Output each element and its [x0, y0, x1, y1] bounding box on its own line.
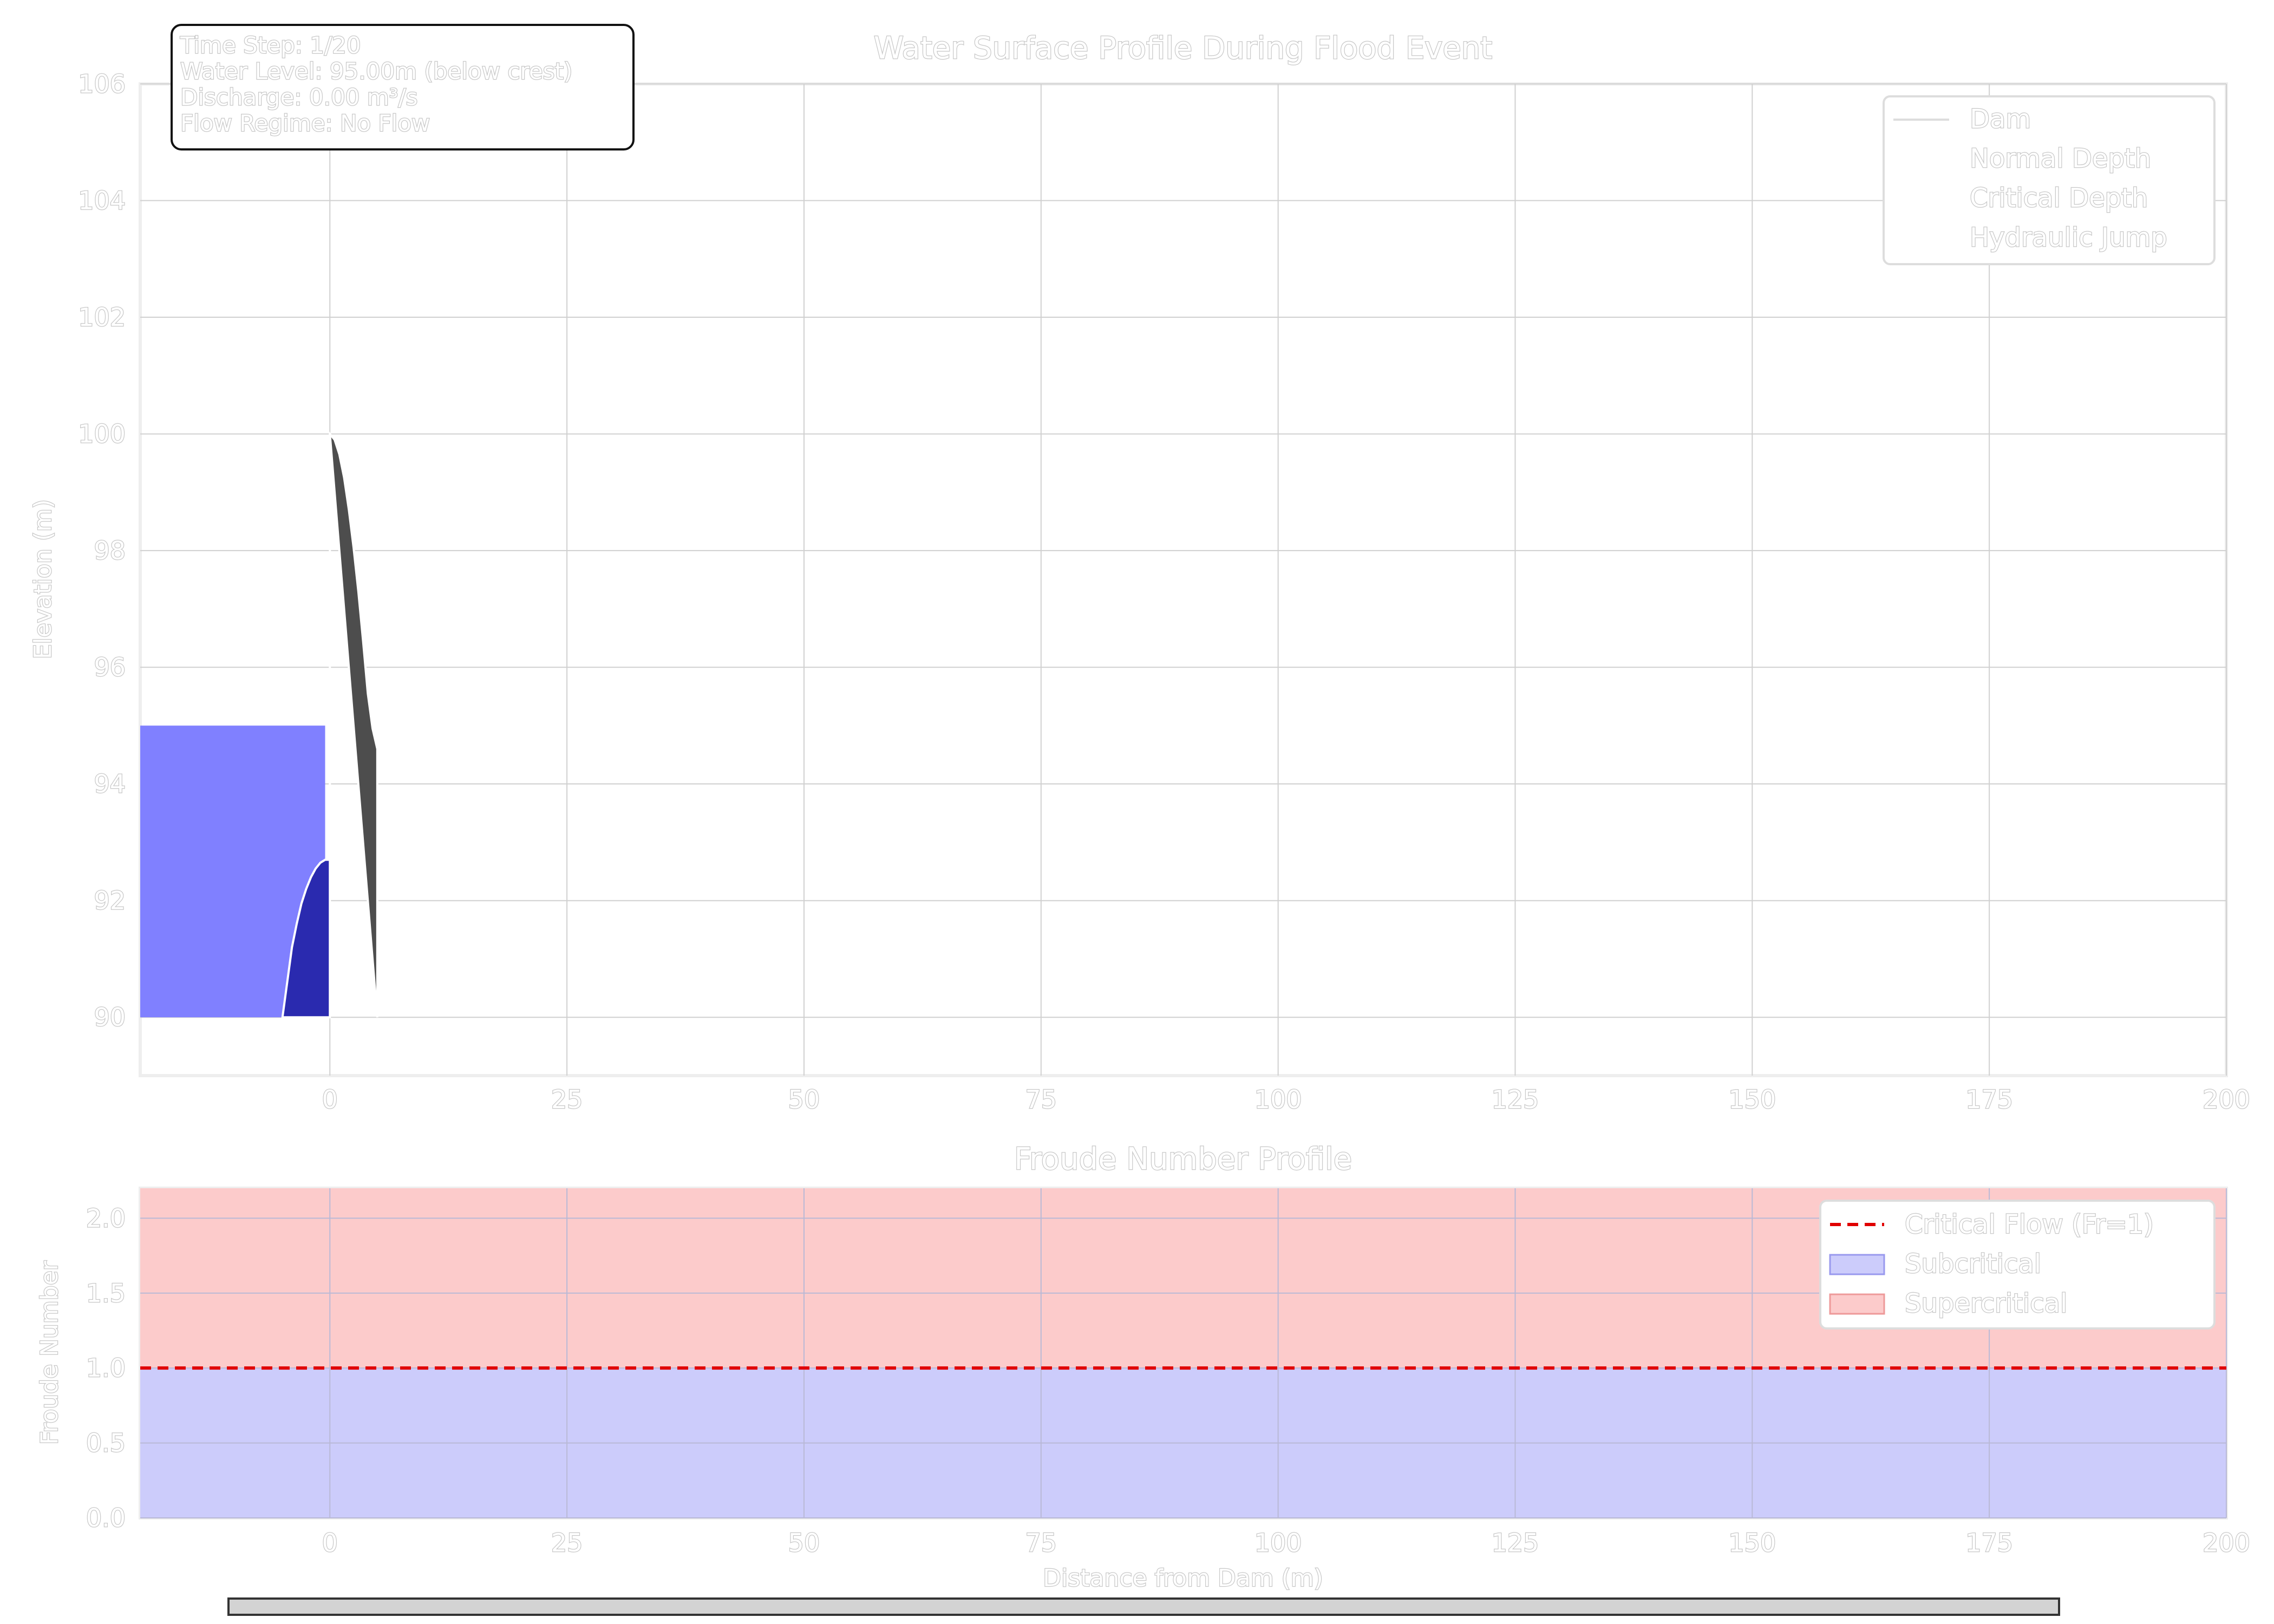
- top-x-tick-2: 50: [788, 1085, 820, 1114]
- top-y-tick-6: 102: [78, 303, 126, 332]
- bottom-x-tick-6: 150: [1728, 1528, 1776, 1557]
- top-plot-area: [139, 82, 2228, 1077]
- bottom-x-tick-5: 125: [1492, 1528, 1539, 1557]
- bottom-x-tick-7: 175: [1965, 1528, 2013, 1557]
- top-y-tick-1: 92: [94, 886, 126, 915]
- top-x-tick-5: 125: [1492, 1085, 1539, 1114]
- bottom-x-tick-1: 25: [551, 1528, 583, 1557]
- top-x-tick-labels: 0 25 50 75 100 125 150 175 200: [321, 1084, 2251, 1115]
- bottom-y-tick-4: 2.0: [86, 1203, 126, 1233]
- top-y-tick-labels: 90 92 94 96 98 100 102 104 106: [77, 69, 126, 1033]
- top-chart-title: Water Surface Profile During Flood Event: [874, 31, 1493, 66]
- top-x-tick-4: 100: [1254, 1085, 1302, 1114]
- legend-label-normal-depth: Normal Depth: [1970, 143, 2151, 174]
- top-y-tick-4: 98: [94, 536, 126, 565]
- top-y-tick-2: 94: [94, 769, 126, 798]
- bottom-x-tick-2: 50: [788, 1528, 820, 1557]
- bottom-y-tick-3: 1.5: [86, 1279, 126, 1308]
- top-y-tick-0: 90: [94, 1003, 126, 1032]
- legend-swatch-subcritical: [1829, 1254, 1885, 1275]
- legend-swatch-supercritical: [1829, 1293, 1885, 1315]
- bottom-y-tick-2: 1.0: [86, 1353, 126, 1383]
- legend-label-supercritical: Supercritical: [1905, 1288, 2067, 1319]
- water-surface-chart: 0 25 50 75 100 125 150 175 200 90 92 94 96 98 100 102 1…: [29, 24, 2251, 1115]
- top-y-tick-8: 106: [78, 69, 126, 99]
- info-flow-regime: Flow Regime: No Flow: [180, 110, 430, 136]
- bottom-x-axis-label: Distance from Dam (m): [1043, 1564, 1323, 1592]
- info-water-level: Water Level: 95.00m (below crest): [180, 58, 572, 84]
- slider-track[interactable]: [227, 1597, 2060, 1616]
- bottom-x-tick-labels: 0 25 50 75 100 125 150 175 200: [321, 1528, 2251, 1558]
- info-box: Time Step: 1/20 Water Level: 95.00m (bel…: [171, 24, 635, 150]
- top-x-tick-6: 150: [1728, 1085, 1776, 1114]
- bottom-x-tick-8: 200: [2203, 1528, 2250, 1557]
- top-y-tick-5: 100: [78, 420, 126, 449]
- top-legend-frame: [1883, 95, 2216, 265]
- time-step-slider[interactable]: [227, 1597, 2060, 1616]
- info-box-frame: [171, 24, 635, 150]
- bottom-x-tick-0: 0: [322, 1528, 338, 1557]
- top-x-tick-8: 200: [2203, 1085, 2250, 1114]
- top-y-tick-3: 96: [94, 653, 126, 682]
- top-y-axis-label: Elevation (m): [29, 499, 57, 659]
- top-y-tick-7: 104: [78, 186, 126, 215]
- bottom-legend-frame: [1819, 1200, 2216, 1330]
- info-time-step: Time Step: 1/20: [180, 32, 361, 58]
- bottom-y-tick-labels: 0.0 0.5 1.0 1.5 2.0: [86, 1203, 127, 1533]
- dam-downstream-face: [328, 430, 378, 1018]
- bottom-y-axis-label: Froude Number: [36, 1260, 63, 1445]
- legend-label-dam: Dam: [1970, 104, 2031, 134]
- bottom-legend: Critical Flow (Fr=1) Subcritical Supercr…: [1819, 1200, 2216, 1330]
- legend-label-subcritical: Subcritical: [1905, 1249, 2041, 1279]
- top-x-tick-3: 75: [1025, 1085, 1057, 1114]
- froude-chart: 0 25 50 75 100 125 150 175 200 0.0 0.5 1.0 1.5 2.0 F…: [35, 1141, 2251, 1593]
- top-marks: [140, 430, 378, 1019]
- info-discharge: Discharge: 0.00 m³/s: [180, 84, 418, 110]
- bottom-y-tick-0: 0.0: [86, 1503, 126, 1533]
- bottom-x-tick-3: 75: [1025, 1528, 1057, 1557]
- dam-upstream-face: [281, 434, 331, 1019]
- bottom-y-tick-1: 0.5: [86, 1429, 126, 1458]
- top-x-tick-0: 0: [322, 1085, 338, 1114]
- top-x-tick-1: 25: [551, 1085, 583, 1114]
- legend-label-critical-depth: Critical Depth: [1970, 183, 2148, 213]
- legend-label-hydraulic-jump: Hydraulic Jump: [1970, 222, 2167, 253]
- bottom-x-tick-4: 100: [1254, 1528, 1302, 1557]
- top-legend: Dam Normal Depth Critical Depth Hydrauli…: [1883, 95, 2216, 265]
- legend-label-critical-flow: Critical Flow (Fr=1): [1905, 1209, 2154, 1240]
- bottom-chart-title: Froude Number Profile: [1014, 1142, 1352, 1177]
- top-x-tick-7: 175: [1965, 1085, 2013, 1114]
